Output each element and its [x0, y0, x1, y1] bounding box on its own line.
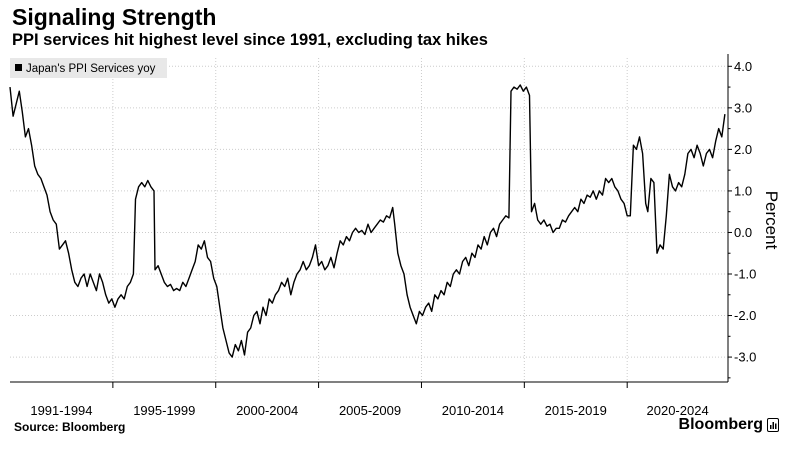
- chart-title: Signaling Strength: [12, 4, 217, 30]
- y-tick-label: 1.0: [734, 183, 752, 198]
- y-tick-label: 2.0: [734, 142, 752, 157]
- y-tick-label: -3.0: [734, 350, 756, 365]
- legend: Japan's PPI Services yoy: [10, 58, 167, 78]
- legend-background: [10, 58, 167, 78]
- bloomberg-terminal-icon: [767, 418, 779, 432]
- source-note: Source: Bloomberg: [14, 420, 126, 434]
- x-tick-label: 2000-2004: [236, 403, 298, 418]
- x-tick-label: 2020-2024: [647, 403, 709, 418]
- y-tick-label: -2.0: [734, 308, 756, 323]
- gridlines: [10, 58, 728, 382]
- chart-subtitle: PPI services hit highest level since 199…: [12, 31, 488, 49]
- legend-swatch: [15, 64, 22, 71]
- x-tick-label: 1991-1994: [30, 403, 92, 418]
- y-axis-label: Percent: [762, 191, 781, 250]
- series-layer: [9, 84, 726, 358]
- x-tick-label: 2015-2019: [545, 403, 607, 418]
- series-line: [9, 84, 726, 358]
- x-tick-label: 1995-1999: [133, 403, 195, 418]
- y-tick-label: 4.0: [734, 59, 752, 74]
- x-tick-label: 2010-2014: [442, 403, 504, 418]
- y-tick-label: -1.0: [734, 267, 756, 282]
- y-tick-label: 3.0: [734, 100, 752, 115]
- brand-logo: Bloomberg: [678, 416, 763, 433]
- axes: 4.0 3.0 2.0 1.0 0.0 -1.0 -2.0 -3.0 1991-1994 1995…: [10, 54, 756, 418]
- x-tick-label: 2005-2009: [339, 403, 401, 418]
- y-tick-label: 0.0: [734, 225, 752, 240]
- legend-label: Japan's PPI Services yoy: [26, 63, 156, 75]
